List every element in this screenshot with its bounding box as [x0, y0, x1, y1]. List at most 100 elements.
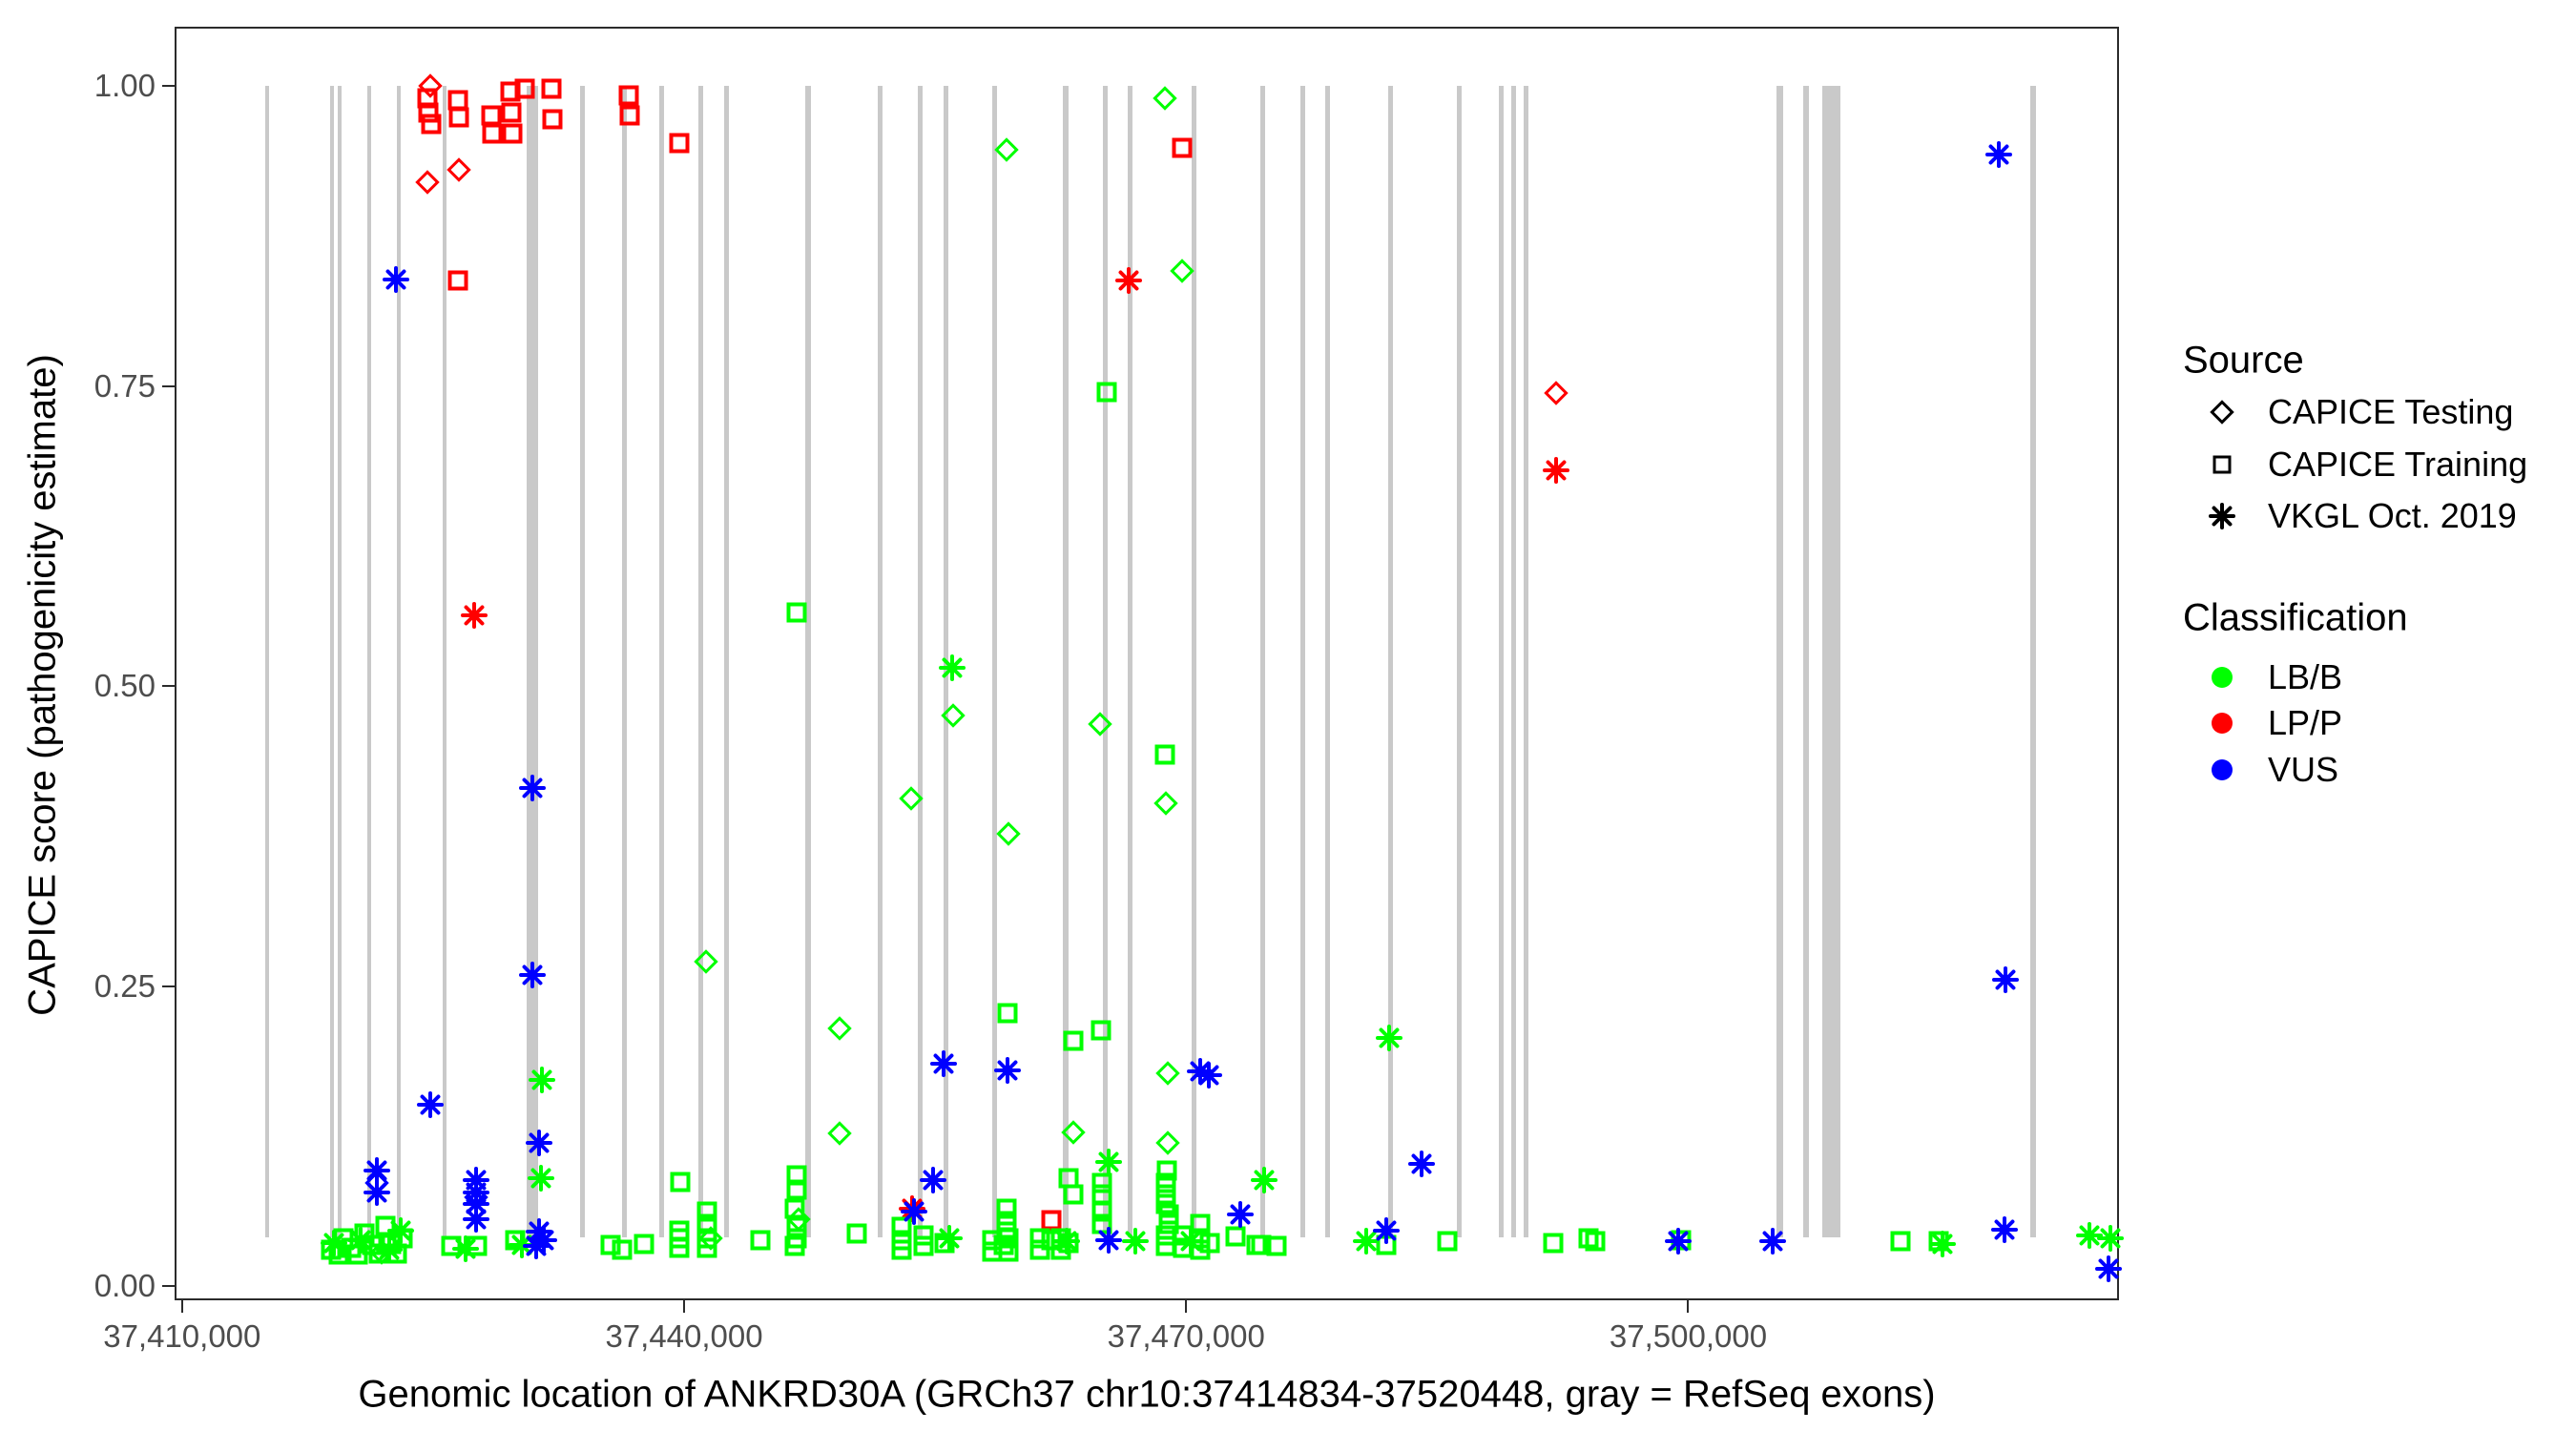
data-point: [482, 123, 503, 144]
y-axis-tick: [162, 1285, 175, 1287]
data-point: [416, 1090, 445, 1119]
refseq-exon-bar: [442, 86, 447, 1237]
classification-dot-icon: [2212, 713, 2233, 734]
data-point: [2096, 1224, 2125, 1253]
data-point: [1094, 1226, 1123, 1255]
refseq-exon-bar: [1457, 86, 1463, 1237]
data-point: [363, 1156, 391, 1185]
data-point: [481, 105, 502, 126]
refseq-exon-bar: [527, 86, 538, 1237]
data-point: [514, 78, 535, 99]
y-axis-tick: [162, 985, 175, 987]
data-point: [451, 1234, 480, 1263]
x-axis-tick: [683, 1300, 686, 1313]
data-point: [1984, 140, 2013, 169]
data-point: [462, 1190, 490, 1218]
plot-panel: [175, 27, 2119, 1300]
data-point: [935, 1224, 964, 1253]
data-point: [786, 602, 807, 623]
data-point: [500, 81, 521, 102]
data-point: [1156, 1160, 1177, 1181]
data-point: [996, 1211, 1017, 1232]
data-point: [1063, 1184, 1084, 1205]
data-point: [2094, 1255, 2123, 1283]
data-point: [696, 1201, 717, 1222]
data-point: [786, 1179, 807, 1200]
data-point: [634, 1234, 654, 1255]
x-axis-tick: [1185, 1300, 1188, 1313]
data-point: [1375, 1024, 1403, 1052]
refseq-exon-bar: [1388, 86, 1394, 1237]
data-point: [1372, 1216, 1401, 1245]
data-point: [929, 1049, 958, 1078]
data-point: [1585, 1231, 1606, 1252]
x-axis-tick: [1687, 1300, 1690, 1313]
data-point: [619, 105, 640, 126]
data-point: [750, 1230, 771, 1251]
data-point: [525, 1129, 553, 1157]
refseq-exon-bar: [1260, 86, 1266, 1237]
data-point: [996, 1221, 1017, 1242]
legend-source-item-label: CAPICE Testing: [2268, 392, 2514, 431]
refseq-exon-bar: [366, 86, 372, 1237]
data-point: [669, 133, 690, 154]
data-point: [541, 78, 562, 99]
data-point: [518, 774, 547, 802]
refseq-exon-bar: [1300, 86, 1306, 1237]
data-point: [1890, 1231, 1911, 1252]
data-point: [386, 1216, 415, 1245]
x-axis-tick-label: 37,500,000: [1609, 1318, 1768, 1354]
refseq-exon-bar: [1499, 86, 1505, 1237]
data-point: [1542, 456, 1570, 485]
data-point: [1990, 1215, 2019, 1244]
data-point: [421, 114, 442, 135]
data-point: [1158, 1213, 1179, 1234]
refseq-exon-bar: [1103, 86, 1109, 1237]
data-point: [786, 1216, 807, 1237]
data-point: [998, 1241, 1019, 1262]
data-point: [600, 1234, 621, 1255]
legend-classification-item-label: LP/P: [2268, 703, 2343, 742]
data-point: [441, 1235, 462, 1256]
x-axis-tick-label: 37,440,000: [605, 1318, 763, 1354]
data-point: [382, 265, 410, 294]
data-point: [900, 1197, 928, 1226]
legend-classification-item-label: LB/B: [2268, 657, 2343, 696]
refseq-exon-bar: [2029, 86, 2036, 1237]
y-axis-tick-label: 0.00: [93, 1268, 156, 1303]
legend-classification-item-label: VUS: [2268, 750, 2339, 789]
data-point: [1052, 1227, 1081, 1255]
refseq-exon-bar: [396, 86, 402, 1237]
refseq-exon-bar: [918, 86, 924, 1237]
refseq-exon-bar: [1802, 86, 1809, 1237]
data-point: [1094, 1148, 1123, 1176]
data-point: [618, 85, 639, 106]
data-point: [448, 107, 469, 128]
data-point: [913, 1235, 934, 1256]
data-point: [919, 1166, 947, 1194]
data-point: [1195, 1061, 1223, 1089]
classification-dot-icon: [2212, 667, 2233, 688]
refseq-exon-bar: [264, 86, 270, 1237]
data-point: [997, 1003, 1018, 1024]
data-point: [696, 1237, 717, 1258]
data-point: [501, 102, 522, 123]
data-point: [1758, 1227, 1787, 1255]
data-point: [1352, 1227, 1381, 1255]
data-point: [913, 1225, 934, 1246]
refseq-exon-bar: [1192, 86, 1197, 1237]
legend-source-title: Source: [2183, 339, 2304, 382]
data-point: [1225, 1226, 1246, 1247]
data-point: [1091, 1201, 1112, 1222]
data-point: [1176, 1227, 1205, 1255]
legend-source-item-label: VKGL Oct. 2019: [2268, 496, 2517, 535]
data-point: [1266, 1235, 1287, 1256]
refseq-exon-bar: [724, 86, 730, 1237]
data-point: [1928, 1230, 1957, 1258]
data-point: [522, 1232, 551, 1260]
y-axis-tick-label: 0.75: [93, 367, 156, 404]
refseq-exon-bar: [878, 86, 883, 1237]
data-point: [1664, 1227, 1693, 1255]
refseq-exon-bar: [329, 86, 335, 1237]
